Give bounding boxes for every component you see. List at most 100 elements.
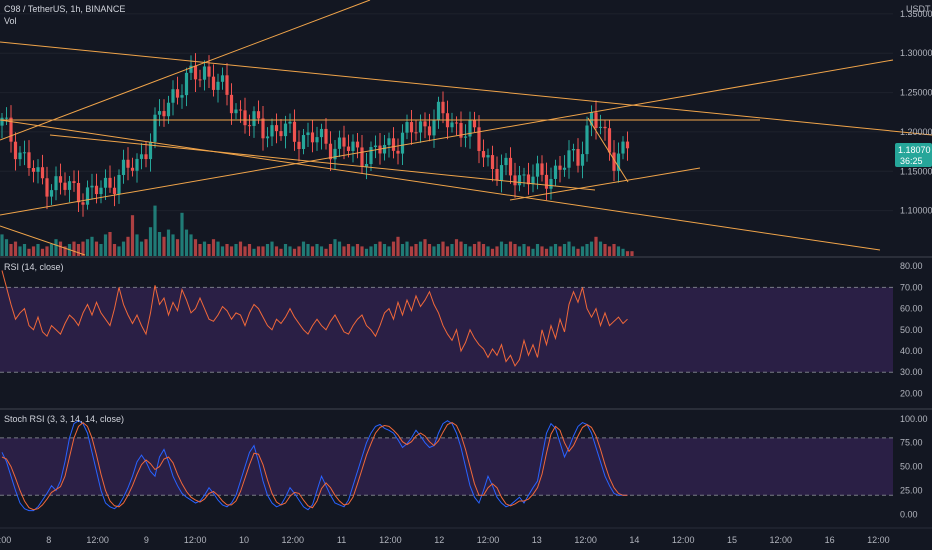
price-tick-label: 1.10000: [900, 206, 932, 216]
candle-body: [144, 154, 148, 160]
volume-bar: [351, 246, 355, 256]
volume-bar: [18, 246, 22, 256]
volume-bar: [117, 246, 121, 256]
volume-bar: [162, 236, 166, 256]
candle-body: [126, 159, 130, 168]
volume-bar: [211, 239, 216, 256]
time-tick-label: 11: [337, 535, 346, 545]
candle-body: [63, 182, 67, 190]
candle-body: [463, 136, 468, 138]
rsi-pane[interactable]: 80.00 70.00 60.00 50.00 40.00 30.00 20.00: [0, 261, 923, 398]
volume-bar: [225, 244, 229, 256]
volume-bar: [576, 248, 580, 256]
volume-bar: [414, 244, 418, 256]
volume-bar: [247, 244, 252, 256]
trendline: [587, 117, 629, 183]
volume-bar: [346, 244, 351, 256]
candle-body: [198, 79, 202, 81]
bar-countdown: 36:25: [900, 156, 923, 166]
candle-body: [553, 165, 558, 179]
time-tick-label: 12:00: [477, 535, 500, 545]
volume-bar: [517, 246, 522, 256]
symbol-title[interactable]: C98 / TetherUS, 1h, BINANCE: [4, 4, 125, 14]
osc-tick-label: 60.00: [900, 304, 923, 314]
currency-label: USDT: [906, 4, 931, 14]
volume-bar: [45, 246, 49, 256]
candle-body: [423, 121, 427, 127]
volume-bar: [324, 248, 328, 256]
volume-bar: [373, 244, 378, 256]
candle-body: [409, 122, 414, 133]
volume-bar: [297, 246, 301, 256]
trendlines[interactable]: [0, 0, 932, 256]
volume-bar: [607, 246, 612, 256]
volume-bar: [49, 244, 54, 256]
volume-bar: [193, 239, 198, 256]
candle-body: [549, 178, 553, 189]
trendline: [0, 41, 932, 136]
candle-body: [459, 122, 463, 138]
candle-body: [216, 81, 220, 90]
rsi-band: [0, 287, 893, 373]
volume-bar: [544, 248, 549, 256]
candle-body: [324, 128, 328, 144]
candle-body: [612, 152, 616, 171]
volume-bar: [418, 241, 423, 256]
volume-label[interactable]: Vol: [4, 16, 17, 26]
stoch-axis[interactable]: 100.00 75.00 50.00 25.00 0.00: [900, 414, 928, 520]
volume-bar: [76, 244, 81, 256]
candle-body: [85, 187, 90, 205]
candle-body: [585, 125, 589, 155]
price-tick-label: 1.35000: [900, 9, 932, 19]
candle-body: [9, 117, 13, 142]
volume-bar: [310, 246, 315, 256]
volume-bar: [288, 246, 292, 256]
candle-body: [139, 154, 144, 159]
candle-body: [481, 151, 486, 158]
volume-bar: [513, 244, 517, 256]
candle-body: [589, 112, 594, 126]
time-tick-label: 15: [727, 535, 737, 545]
volume-bar: [274, 246, 279, 256]
volume-bar: [166, 229, 171, 256]
volume-bar: [315, 244, 319, 256]
candle-body: [72, 181, 76, 183]
candle-body: [211, 76, 216, 90]
volume-bar: [396, 236, 400, 256]
last-price-badge: 1.18070 36:25: [895, 143, 932, 167]
volume-bar: [378, 241, 382, 256]
volume-bar: [283, 244, 288, 256]
rsi-axis[interactable]: 80.00 70.00 60.00 50.00 40.00 30.00 20.00: [900, 261, 923, 398]
volume-bar: [36, 244, 40, 256]
candle-body: [252, 111, 256, 126]
time-axis[interactable]: 12:00 8 12:00 9 12:00 10 12:00 11 12:00 12 12:00 13…: [0, 535, 890, 545]
volume-bar: [238, 241, 243, 256]
candle-body: [238, 109, 243, 111]
candle-body: [625, 141, 630, 149]
volume-bar: [63, 246, 67, 256]
candle-body: [355, 141, 360, 148]
stoch-title[interactable]: Stoch RSI (3, 3, 14, 14, close): [4, 414, 124, 424]
candle-body: [67, 181, 72, 190]
price-axis[interactable]: 1.35000 1.30000 1.25000 1.20000 1.15000 1.100…: [900, 9, 932, 216]
rsi-title[interactable]: RSI (14, close): [4, 262, 64, 272]
volume-bar: [423, 239, 427, 256]
candle-body: [148, 141, 153, 160]
volume-bar: [175, 239, 180, 256]
price-pane[interactable]: 1.35000 1.30000 1.25000 1.20000 1.15000 1.100…: [0, 0, 932, 256]
volume-bar: [526, 246, 531, 256]
osc-tick-label: 50.00: [900, 462, 923, 472]
time-tick-label: 10: [239, 535, 249, 545]
volume-bar: [549, 246, 553, 256]
candle-body: [504, 157, 508, 166]
volume-bar: [477, 241, 481, 256]
volume-bar: [486, 246, 490, 256]
osc-tick-label: 30.00: [900, 367, 923, 377]
volume-bar: [216, 241, 220, 256]
candle-body: [562, 167, 567, 170]
candle-body: [616, 153, 621, 171]
candle-body: [346, 146, 351, 151]
stoch-pane[interactable]: 100.00 75.00 50.00 25.00 0.00: [0, 414, 928, 520]
time-tick-label: 13: [532, 535, 542, 545]
